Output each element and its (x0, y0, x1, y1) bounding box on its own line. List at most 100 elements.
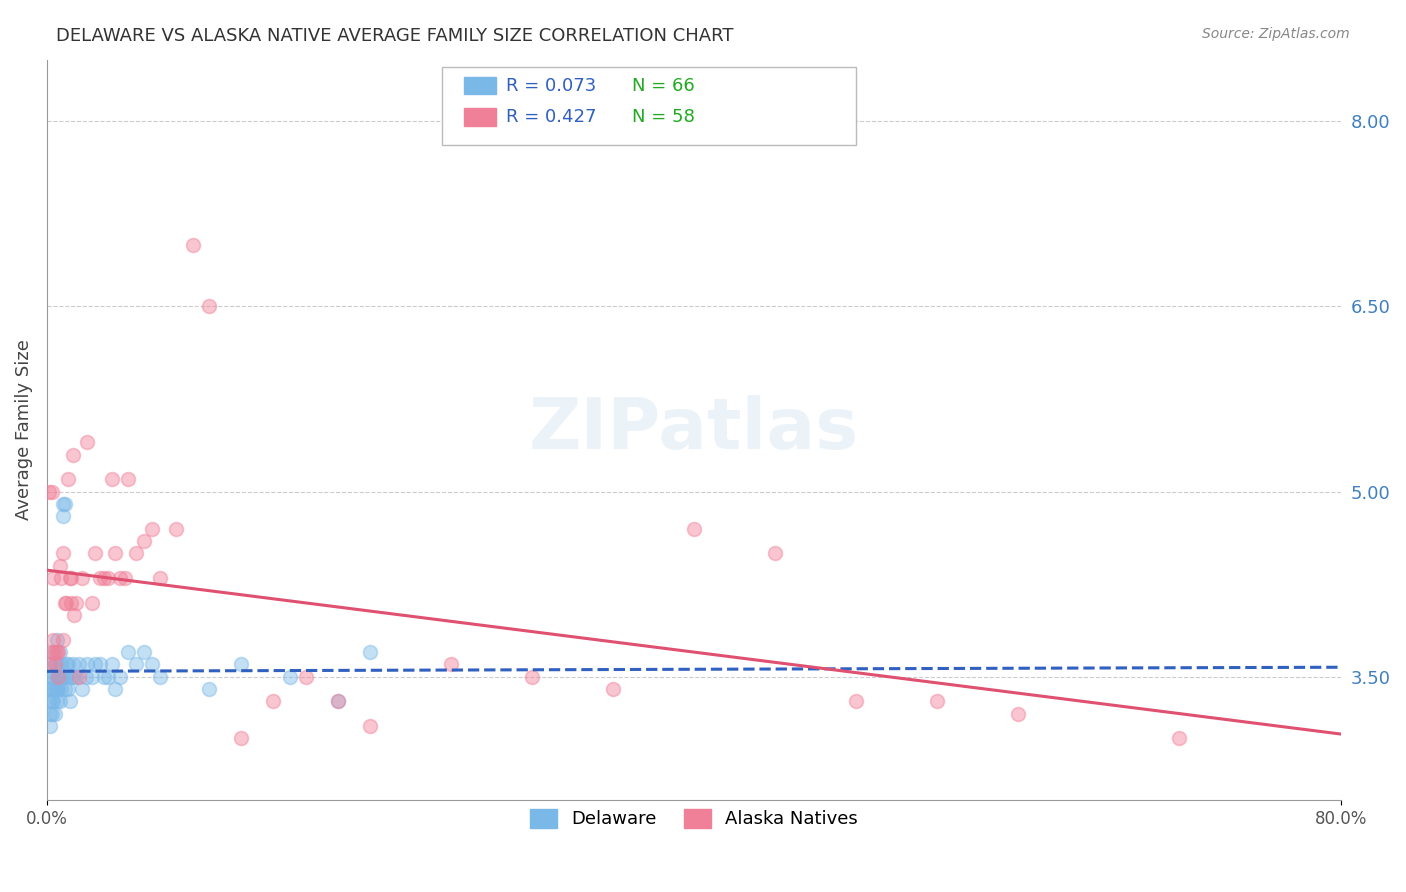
Point (1168, 731, 1191, 746)
Point (763, 546, 786, 560)
Point (56, 657, 79, 672)
Point (45, 645, 67, 659)
Point (165, 522, 187, 536)
Point (104, 682, 127, 697)
Point (181, 237, 204, 252)
Point (56, 472, 79, 486)
Point (97, 670, 120, 684)
Point (65, 670, 87, 684)
Point (1007, 706, 1029, 721)
Point (65, 596, 87, 610)
Text: N = 66: N = 66 (631, 77, 695, 95)
Point (37, 682, 59, 697)
Point (52, 670, 75, 684)
Point (602, 682, 624, 697)
Point (55, 657, 77, 672)
Point (89, 571, 111, 585)
Point (46, 657, 69, 672)
Text: N = 58: N = 58 (631, 108, 695, 126)
Point (75, 670, 97, 684)
Point (141, 522, 163, 536)
Point (46, 682, 69, 697)
Point (84, 546, 107, 560)
Point (72, 571, 94, 585)
Point (117, 472, 139, 486)
FancyBboxPatch shape (441, 67, 856, 145)
Point (51, 682, 73, 697)
Point (97, 571, 120, 585)
Point (53, 497, 76, 511)
Point (49, 645, 72, 659)
Point (326, 694, 349, 708)
Point (100, 657, 122, 672)
Point (37, 694, 59, 708)
Point (845, 694, 868, 708)
Point (45, 682, 67, 697)
Point (72, 682, 94, 697)
Point (104, 546, 127, 560)
Point (41, 694, 63, 708)
Point (41, 670, 63, 684)
Point (58, 571, 80, 585)
Point (522, 670, 544, 684)
Point (55, 596, 77, 610)
Point (683, 522, 706, 536)
Point (108, 670, 131, 684)
Point (41, 484, 63, 499)
Point (45, 670, 67, 684)
Point (76, 435, 98, 450)
Point (197, 300, 219, 314)
Point (42, 632, 65, 647)
Point (39, 657, 62, 672)
Point (360, 719, 382, 733)
Point (46, 670, 69, 684)
Point (925, 694, 948, 708)
Point (100, 472, 122, 486)
Point (67, 657, 90, 672)
Point (42, 645, 65, 659)
Point (51, 657, 73, 672)
Point (262, 694, 284, 708)
Point (44, 645, 66, 659)
Point (132, 534, 155, 549)
Point (84, 657, 107, 672)
Point (56, 682, 79, 697)
Point (360, 645, 382, 659)
Point (42, 670, 65, 684)
Text: R = 0.073: R = 0.073 (506, 77, 596, 95)
Text: DELAWARE VS ALASKA NATIVE AVERAGE FAMILY SIZE CORRELATION CHART: DELAWARE VS ALASKA NATIVE AVERAGE FAMILY… (56, 27, 734, 45)
Point (108, 571, 131, 585)
Point (42, 694, 65, 708)
Point (149, 670, 172, 684)
Point (42, 682, 65, 697)
Text: ZIPatlas: ZIPatlas (529, 395, 859, 465)
Point (53, 682, 76, 697)
Point (45, 632, 67, 647)
Point (141, 657, 163, 672)
Point (440, 657, 463, 672)
Point (197, 682, 219, 697)
Point (45, 694, 67, 708)
Point (39, 670, 62, 684)
Point (93, 670, 115, 684)
Point (44, 657, 66, 672)
Point (76, 657, 98, 672)
Y-axis label: Average Family Size: Average Family Size (15, 340, 32, 520)
Point (278, 670, 301, 684)
Point (62, 670, 84, 684)
Point (52, 497, 75, 511)
Point (93, 571, 115, 585)
Point (49, 670, 72, 684)
Point (39, 657, 62, 672)
Point (62, 448, 84, 462)
Point (42, 571, 65, 585)
FancyBboxPatch shape (464, 77, 496, 95)
Point (63, 608, 86, 623)
Point (60, 596, 83, 610)
Point (294, 670, 316, 684)
Point (41, 645, 63, 659)
Point (52, 546, 75, 560)
Point (44, 706, 66, 721)
Point (114, 571, 136, 585)
Point (46, 670, 69, 684)
